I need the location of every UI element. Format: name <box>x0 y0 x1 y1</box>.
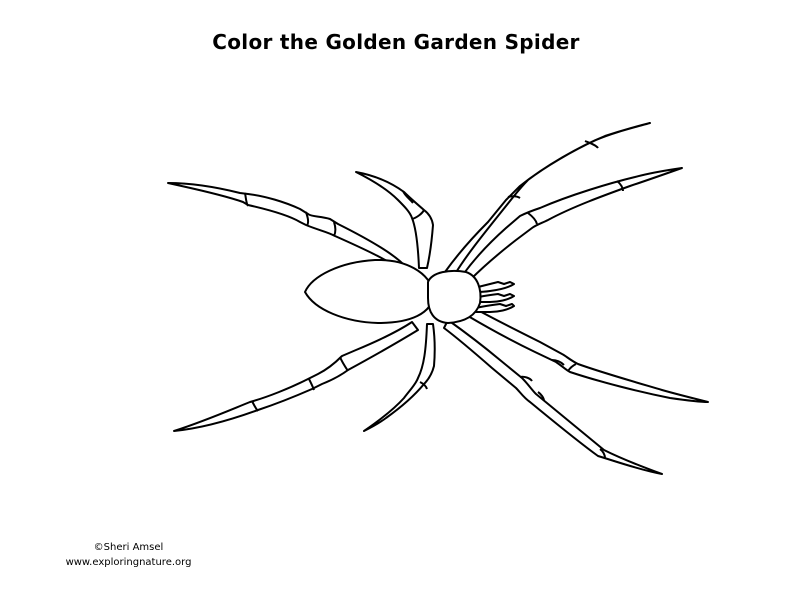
leg-left-back <box>173 321 419 432</box>
website-link[interactable]: www.exploringnature.org <box>65 557 192 568</box>
copyright-text: ©Sheri Amsel <box>93 542 164 553</box>
spider-cephalothorax <box>427 269 482 324</box>
leg-left-second <box>355 171 434 269</box>
spider-abdomen <box>304 258 435 324</box>
leg-left-third <box>363 323 436 432</box>
leg-right-back <box>443 319 663 475</box>
leg-left-front <box>167 182 406 273</box>
leg-right-front <box>444 122 651 275</box>
credits: ©Sheri Amsel www.exploringnature.org <box>56 540 201 570</box>
page-title: Color the Golden Garden Spider <box>212 30 580 54</box>
leg-right-fourth <box>467 307 709 403</box>
leg-right-second <box>461 167 683 281</box>
